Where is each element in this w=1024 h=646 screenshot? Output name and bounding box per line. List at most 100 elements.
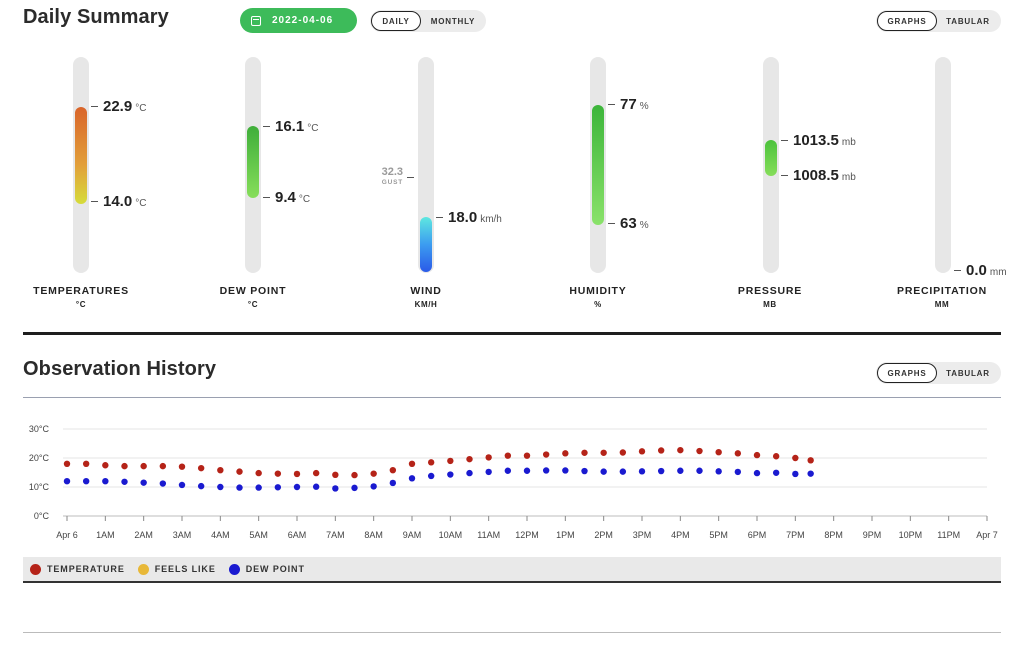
dew-point-point: [140, 479, 147, 486]
x-tick-label: 8AM: [364, 530, 383, 540]
monthly-toggle-option[interactable]: MONTHLY: [430, 16, 476, 26]
dew-point-point: [351, 484, 358, 492]
y-tick-label: 0°C: [34, 511, 50, 521]
humidity-high: 77%: [608, 96, 649, 113]
temperature-high: 22.9 °C: [91, 98, 146, 115]
dew-point-point: [312, 483, 320, 490]
wind-speed: 18.0 km/h: [436, 209, 502, 226]
dew-point-label: DEW POINT °C: [219, 285, 287, 309]
precipitation-value: 0.0 mm: [954, 262, 1007, 279]
dew-point-point: [217, 483, 224, 491]
temperature-point: [523, 452, 531, 459]
temperature-point: [63, 460, 71, 467]
temperature-point: [638, 448, 646, 455]
humidity-range-bar: [592, 105, 604, 225]
temperature-point: [197, 464, 205, 472]
temperature-point: [274, 470, 282, 477]
dew-point-point: [600, 468, 607, 475]
x-tick-label: 11AM: [477, 530, 500, 540]
daily-toggle-option[interactable]: DAILY: [371, 11, 421, 31]
dew-point-point: [807, 470, 814, 477]
x-tick-label: 1PM: [556, 530, 575, 540]
temperature-point: [600, 449, 607, 456]
dew-point-point: [485, 468, 492, 476]
temperature-point: [140, 462, 147, 470]
x-tick-label: 4PM: [671, 530, 690, 540]
dew-point-point: [447, 471, 454, 478]
x-tick-label: 6AM: [288, 530, 307, 540]
dew-point-point: [677, 467, 684, 474]
dew-point-point: [255, 484, 262, 491]
temperature-point: [657, 447, 665, 454]
x-tick-label: 8PM: [824, 530, 843, 540]
humidity-label: HUMIDITY %: [569, 285, 627, 309]
bottom-divider: [23, 632, 1001, 633]
temperature-point: [466, 455, 473, 463]
wind-speed-bar: [420, 217, 432, 272]
dew-point-point: [542, 467, 550, 474]
y-tick-label: 10°C: [29, 482, 50, 492]
temperature-point: [370, 470, 377, 477]
x-tick-label: Apr 6: [56, 530, 78, 540]
temperature-point: [807, 457, 814, 464]
section-divider: [23, 332, 1001, 335]
summary-view-toggle: GRAPHS TABULAR: [876, 10, 1001, 32]
pressure-high: 1013.5 mb: [781, 132, 856, 149]
temperature-point: [677, 446, 684, 454]
humidity-low: 63%: [608, 215, 649, 232]
legend-item-dew-point[interactable]: DEW POINT: [228, 563, 305, 575]
x-tick-label: 9AM: [403, 530, 422, 540]
history-view-toggle: GRAPHS TABULAR: [876, 362, 1001, 384]
temperature-point: [542, 451, 550, 458]
dew-point-point: [293, 483, 301, 491]
legend-underline: [23, 581, 1001, 583]
temperature-legend-dot: [30, 563, 41, 575]
pressure-range-bar: [765, 140, 777, 176]
temperature-point: [178, 463, 186, 470]
legend-item-feels-like[interactable]: FEELS LIKE: [137, 563, 216, 575]
graphs-toggle-option[interactable]: GRAPHS: [877, 11, 937, 31]
dew-point-high: 16.1 °C: [263, 118, 318, 135]
temperature-point: [772, 453, 780, 460]
temperature-point: [159, 462, 167, 470]
dew-point-point: [753, 469, 761, 477]
dew-point-point: [772, 469, 780, 476]
date-picker-button[interactable]: 2022-04-06: [240, 8, 357, 33]
temperature-point: [696, 447, 703, 455]
x-tick-label: 2PM: [594, 530, 613, 540]
temperature-point: [753, 451, 761, 459]
temperature-point: [447, 457, 454, 465]
temperature-point: [82, 460, 90, 467]
dew-point-point: [159, 480, 167, 487]
temperature-point: [734, 450, 742, 457]
x-tick-label: 6PM: [748, 530, 767, 540]
x-tick-label: Apr 7: [976, 530, 998, 540]
temperature-point: [351, 471, 358, 479]
dew-point-point: [274, 484, 282, 491]
temperature-point: [217, 466, 224, 474]
x-tick-label: 9PM: [863, 530, 882, 540]
x-tick-label: 3PM: [633, 530, 652, 540]
legend-item-temperature[interactable]: TEMPERATURE: [30, 563, 125, 575]
x-tick-label: 12PM: [515, 530, 539, 540]
temperature-point: [121, 462, 128, 470]
x-tick-label: 7AM: [326, 530, 345, 540]
dew-point-point: [638, 468, 646, 475]
observation-history-title: Observation History: [23, 358, 217, 380]
x-tick-label: 10AM: [439, 530, 463, 540]
history-tabular-toggle-option[interactable]: TABULAR: [946, 368, 990, 378]
x-tick-label: 1AM: [96, 530, 115, 540]
dew-point-legend-dot: [228, 563, 240, 575]
dew-point-point: [236, 484, 243, 491]
history-graphs-toggle-option[interactable]: GRAPHS: [877, 363, 937, 383]
temperature-point: [619, 449, 627, 456]
dew-point-point: [466, 469, 473, 477]
tabular-toggle-option[interactable]: TABULAR: [946, 16, 990, 26]
x-tick-label: 10PM: [899, 530, 923, 540]
x-tick-label: 7PM: [786, 530, 805, 540]
dew-point-point: [332, 485, 339, 492]
dew-point-range-bar: [247, 126, 259, 198]
y-tick-label: 20°C: [29, 453, 50, 463]
x-tick-label: 4AM: [211, 530, 230, 540]
precipitation-label: PRECIPITATION MM: [897, 285, 987, 309]
